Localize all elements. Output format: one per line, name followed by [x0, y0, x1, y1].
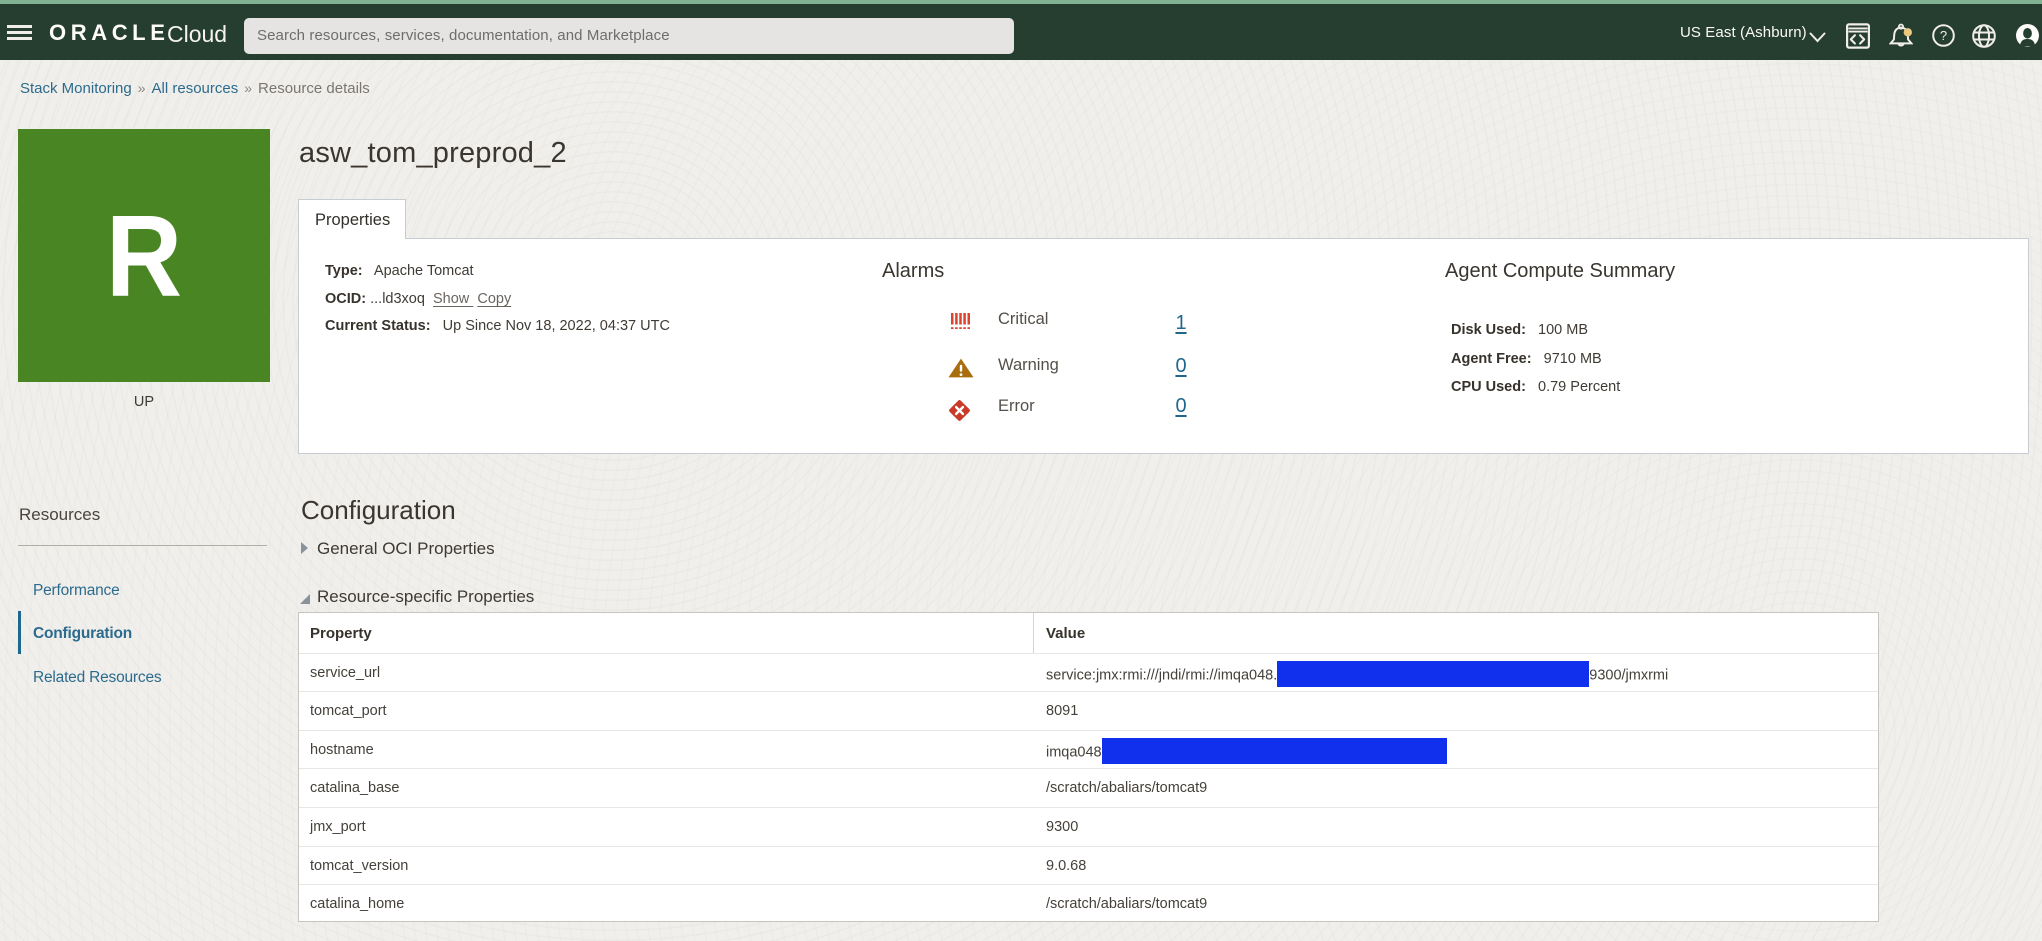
svg-text:?: ?: [1940, 28, 1947, 43]
